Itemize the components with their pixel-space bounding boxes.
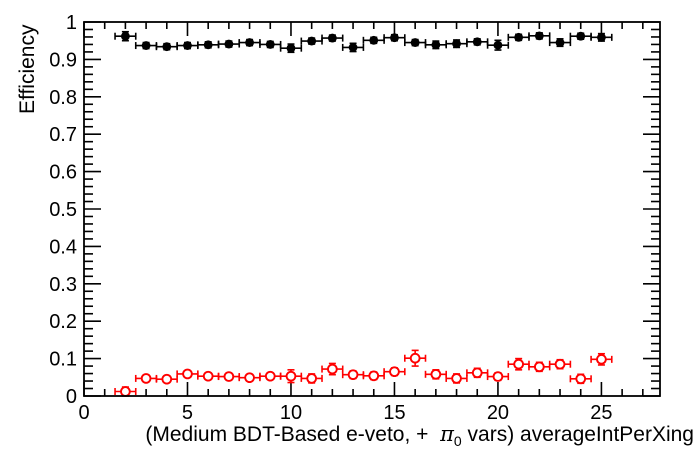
open-circle-marker [575, 373, 587, 385]
x-tick-label: 0 [78, 402, 89, 424]
open-circle-marker [264, 370, 276, 382]
filled-circle-marker [348, 43, 358, 52]
open-circle-marker [244, 372, 255, 384]
open-circle-marker [368, 370, 380, 382]
plot-frame [83, 21, 661, 397]
open-circle-marker [223, 371, 235, 382]
open-circle-marker [285, 370, 297, 382]
y-tick-label: 0.8 [49, 87, 77, 109]
x-tick-label: 25 [590, 402, 612, 424]
open-circle-marker [140, 373, 152, 384]
open-circle-marker [533, 361, 545, 373]
filled-circle-marker [203, 40, 213, 50]
open-circle-marker [409, 352, 421, 364]
filled-circle-marker [514, 32, 524, 42]
open-circle-marker [471, 367, 483, 379]
x-title-suffix: vars) averageIntPerXing [462, 423, 694, 446]
y-tick-label: 0.7 [49, 124, 77, 146]
open-circle-marker [492, 371, 504, 382]
filled-circle-marker [369, 35, 379, 45]
filled-circle-marker [327, 33, 337, 43]
data-series-layer [114, 30, 613, 397]
open-circle-marker [182, 368, 193, 380]
x-title-prefix: (Medium BDT-Based e-veto, + [145, 423, 440, 446]
open-circle-marker [161, 373, 173, 385]
filled-circle-marker [183, 41, 192, 50]
filled-circle-marker [265, 40, 275, 49]
filled-circle-marker [431, 40, 441, 50]
filled-circle-marker [245, 38, 254, 47]
open-circle-marker [430, 368, 442, 380]
y-tick-label: 0.2 [49, 311, 77, 333]
filled-circle-marker [534, 31, 544, 41]
filled-circle-marker [410, 38, 420, 47]
filled-circle-marker [493, 40, 503, 50]
x-tick-label: 15 [383, 402, 405, 424]
y-tick-label: 0.4 [49, 236, 77, 258]
x-tick-label: 10 [280, 402, 302, 424]
filled-circle-marker [597, 32, 606, 42]
series-red-open-circles [114, 349, 613, 397]
open-circle-marker [513, 358, 524, 370]
series-black-filled-circles [114, 30, 613, 54]
filled-circle-marker [120, 31, 130, 41]
open-circle-marker [451, 373, 462, 384]
pi-subscript: 0 [454, 433, 462, 449]
x-axis-title: (Medium BDT-Based e-veto, + π0 vars) ave… [145, 422, 694, 449]
y-tick-label: 0.6 [49, 162, 77, 184]
filled-circle-marker [224, 39, 234, 49]
open-circle-marker [554, 358, 566, 370]
open-circle-marker [347, 369, 359, 381]
filled-circle-marker [162, 42, 172, 52]
x-tick-label: 20 [487, 402, 509, 424]
filled-circle-marker [472, 37, 482, 47]
filled-circle-marker [555, 38, 565, 47]
y-tick-label: 0.5 [49, 199, 77, 221]
open-circle-marker [306, 373, 318, 384]
filled-circle-marker [390, 33, 399, 43]
y-tick-label: 0.9 [49, 49, 77, 71]
open-circle-marker [596, 353, 607, 365]
open-circle-marker [202, 370, 214, 382]
x-tick-label: 5 [182, 402, 193, 424]
y-axis-title: Efficiency [16, 24, 39, 114]
filled-circle-marker [452, 39, 461, 49]
filled-circle-marker [576, 31, 586, 41]
y-tick-label: 0.3 [49, 274, 77, 296]
open-circle-marker [327, 363, 338, 375]
axis-ticks [83, 21, 660, 397]
filled-circle-marker [286, 43, 296, 53]
open-circle-marker [120, 386, 131, 397]
y-tick-label: 0 [66, 386, 77, 408]
y-tick-label: 0.1 [49, 349, 77, 371]
open-circle-marker [389, 366, 400, 378]
pi-symbol: π [439, 422, 455, 446]
y-tick-label: 1 [66, 12, 77, 34]
filled-circle-marker [141, 41, 151, 50]
axis-tick-labels: 0 5 10 15 20 25 0 0.1 0.2 0.3 0.4 0.5 0.6 0.7 0.8 0.9 1 [49, 12, 612, 424]
filled-circle-marker [307, 36, 317, 46]
